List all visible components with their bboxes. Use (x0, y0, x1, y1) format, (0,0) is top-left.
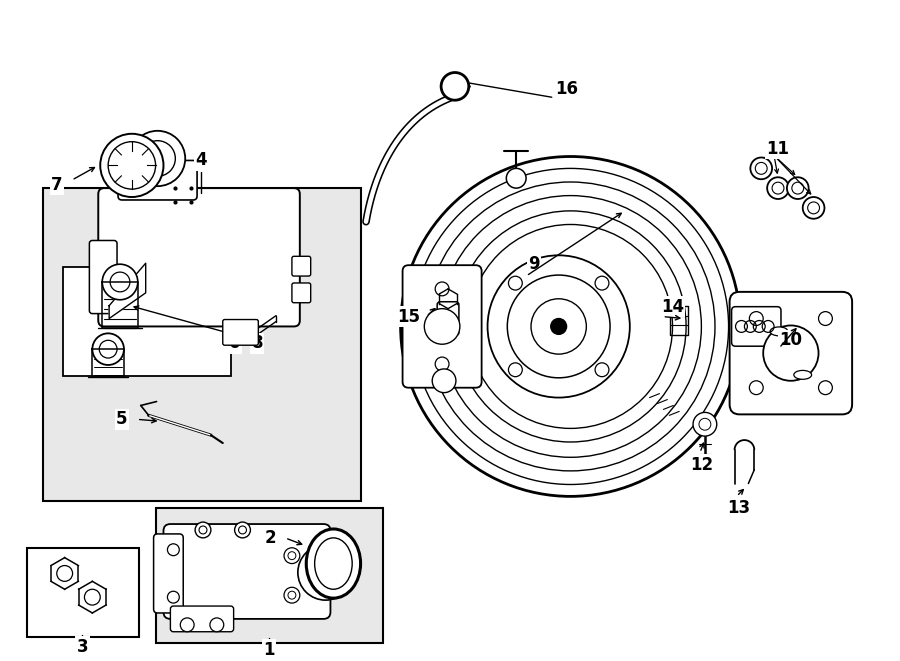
Circle shape (130, 131, 185, 186)
Circle shape (284, 548, 300, 564)
Circle shape (787, 177, 808, 199)
Circle shape (436, 282, 449, 296)
Circle shape (432, 369, 456, 393)
Circle shape (767, 177, 789, 199)
Text: 10: 10 (779, 331, 803, 349)
Circle shape (531, 299, 586, 354)
Circle shape (751, 157, 772, 179)
Circle shape (210, 618, 224, 632)
Circle shape (167, 591, 179, 603)
Circle shape (238, 526, 247, 534)
Text: 16: 16 (555, 81, 578, 98)
Circle shape (85, 589, 100, 605)
Circle shape (818, 381, 832, 395)
FancyBboxPatch shape (118, 161, 197, 200)
Circle shape (508, 363, 522, 377)
Circle shape (595, 276, 609, 290)
Text: 1: 1 (264, 641, 274, 658)
Circle shape (508, 275, 610, 378)
Ellipse shape (770, 327, 788, 336)
FancyBboxPatch shape (402, 265, 482, 388)
Circle shape (818, 311, 832, 325)
Bar (63, 267, 230, 376)
Circle shape (199, 526, 207, 534)
Circle shape (675, 301, 683, 309)
Circle shape (551, 319, 567, 334)
Circle shape (99, 340, 117, 358)
Circle shape (792, 182, 804, 194)
Text: 13: 13 (727, 499, 750, 518)
FancyBboxPatch shape (730, 292, 852, 414)
FancyBboxPatch shape (154, 534, 184, 613)
FancyBboxPatch shape (292, 256, 310, 276)
Circle shape (140, 141, 176, 176)
FancyBboxPatch shape (732, 307, 781, 346)
Text: 12: 12 (690, 456, 714, 474)
Circle shape (298, 545, 353, 600)
Circle shape (595, 363, 609, 377)
Circle shape (488, 255, 630, 397)
Circle shape (508, 276, 522, 290)
Circle shape (436, 357, 449, 371)
FancyBboxPatch shape (437, 301, 459, 335)
Ellipse shape (306, 529, 361, 598)
Circle shape (400, 157, 741, 496)
Circle shape (110, 272, 130, 292)
Circle shape (100, 134, 164, 197)
Circle shape (288, 591, 296, 599)
Circle shape (424, 309, 460, 344)
Circle shape (167, 544, 179, 556)
Circle shape (772, 182, 784, 194)
FancyBboxPatch shape (98, 188, 300, 327)
Circle shape (284, 587, 300, 603)
Circle shape (195, 522, 211, 538)
Circle shape (507, 169, 526, 188)
Text: 6: 6 (229, 334, 240, 352)
Ellipse shape (794, 370, 812, 379)
Text: 3: 3 (76, 638, 88, 656)
Text: 14: 14 (661, 297, 684, 316)
Circle shape (803, 197, 824, 219)
FancyBboxPatch shape (292, 283, 310, 303)
Bar (43, 188, 361, 501)
Circle shape (699, 418, 711, 430)
Circle shape (180, 618, 194, 632)
FancyBboxPatch shape (170, 606, 234, 632)
Circle shape (750, 381, 763, 395)
Bar (156, 508, 382, 642)
Circle shape (318, 564, 333, 580)
Circle shape (235, 522, 250, 538)
Circle shape (441, 73, 469, 100)
Polygon shape (109, 263, 146, 319)
Ellipse shape (315, 538, 352, 589)
Text: 2: 2 (265, 529, 276, 547)
Text: 4: 4 (195, 151, 207, 169)
Circle shape (750, 311, 763, 325)
Text: 5: 5 (116, 410, 128, 428)
Text: 15: 15 (397, 307, 420, 326)
Circle shape (755, 163, 767, 175)
Circle shape (288, 552, 296, 560)
Circle shape (57, 566, 73, 581)
Text: 11: 11 (767, 139, 789, 157)
Text: 7: 7 (51, 176, 63, 194)
FancyBboxPatch shape (223, 319, 258, 345)
Circle shape (103, 264, 138, 300)
Circle shape (308, 555, 343, 590)
Circle shape (693, 412, 716, 436)
Bar (27, 548, 139, 637)
FancyBboxPatch shape (164, 524, 330, 619)
Circle shape (93, 333, 124, 365)
Text: 9: 9 (528, 255, 540, 273)
Circle shape (108, 141, 156, 189)
Circle shape (807, 202, 820, 214)
FancyBboxPatch shape (89, 241, 117, 313)
Circle shape (763, 325, 818, 381)
Text: 8: 8 (252, 334, 263, 352)
